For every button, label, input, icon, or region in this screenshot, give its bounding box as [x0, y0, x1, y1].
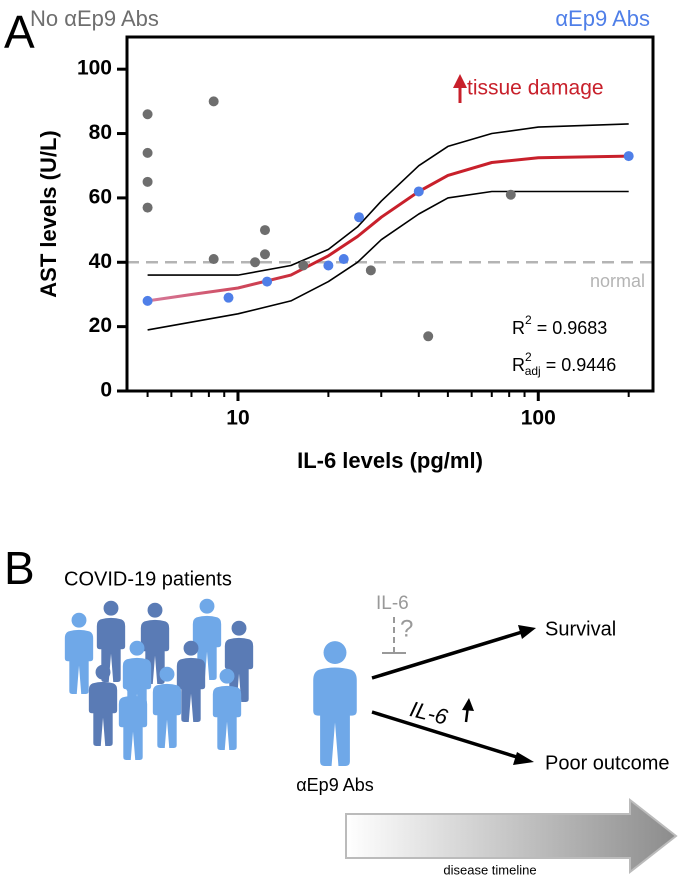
- data-point: [259, 249, 270, 260]
- x-tick-label: 10: [226, 407, 249, 430]
- data-point: [623, 151, 634, 162]
- data-point: [208, 96, 219, 107]
- timeline-arrow: [345, 797, 678, 875]
- fit-statistic: R2 adj = 0.9446: [512, 350, 616, 378]
- y-tick-label: 80: [89, 121, 112, 144]
- panel-label: A: [4, 6, 35, 58]
- panel-label: B: [4, 542, 35, 594]
- stat-part: 2: [525, 350, 532, 364]
- y-tick-label: 40: [89, 250, 112, 273]
- fit-statistic: R2 = 0.9683: [512, 313, 607, 338]
- stat-part: = 0.9446: [541, 355, 617, 375]
- legend-entry: No αEp9 Abs: [30, 6, 159, 31]
- data-point: [365, 265, 376, 276]
- inhibitor-label: IL-6: [376, 593, 409, 614]
- reference-label: normal: [590, 271, 645, 291]
- y-axis-label: AST levels (U/L): [36, 130, 61, 297]
- poor-outcome-arrow: [371, 710, 534, 765]
- data-point: [298, 260, 309, 271]
- data-point: [338, 254, 349, 265]
- stat-part: R: [512, 318, 525, 338]
- inhibition-symbol: [382, 617, 406, 654]
- crowd: [64, 598, 254, 760]
- question-mark: ?: [400, 615, 413, 642]
- stat-part: 2: [525, 313, 532, 327]
- y-tick-label: 60: [89, 185, 112, 208]
- outcome-label: Survival: [545, 618, 616, 640]
- data-point: [142, 109, 153, 120]
- data-point: [250, 257, 261, 268]
- y-tick-label: 0: [100, 379, 112, 402]
- data-point: [208, 254, 219, 265]
- x-tick-label: 100: [521, 407, 556, 430]
- subject-label: αEp9 Abs: [296, 775, 373, 795]
- data-point: [142, 147, 153, 158]
- stat-part: = 0.9683: [532, 318, 608, 338]
- data-point: [423, 331, 434, 342]
- annotation: tissue damage: [467, 77, 604, 100]
- data-point: [142, 202, 153, 213]
- data-point: [323, 260, 334, 271]
- legend-entry: αEp9 Abs: [555, 6, 650, 31]
- data-point: [223, 292, 234, 303]
- fit-line: [147, 123, 629, 276]
- data-point: [259, 225, 270, 236]
- annotation-arrowhead: [453, 74, 467, 88]
- data-point: [354, 212, 365, 223]
- y-tick-label: 20: [89, 314, 112, 337]
- x-axis-label: IL-6 levels (pg/ml): [297, 448, 483, 473]
- subject-icon: [313, 641, 357, 766]
- timeline-label: disease timeline: [443, 862, 536, 877]
- data-point: [413, 186, 424, 197]
- stat-part: R: [512, 355, 525, 375]
- group-label: COVID-19 patients: [64, 568, 232, 590]
- increase-arrow: [462, 698, 474, 723]
- data-point: [142, 176, 153, 187]
- y-tick-label: 100: [77, 57, 112, 80]
- data-point: [505, 189, 516, 200]
- stat-part: adj: [525, 364, 541, 378]
- data-point: [142, 295, 153, 306]
- outcome-label: Poor outcome: [545, 752, 670, 774]
- data-point: [262, 276, 273, 287]
- plot-frame: [125, 35, 655, 393]
- survival-arrow: [371, 625, 536, 680]
- fit-line: [147, 154, 629, 303]
